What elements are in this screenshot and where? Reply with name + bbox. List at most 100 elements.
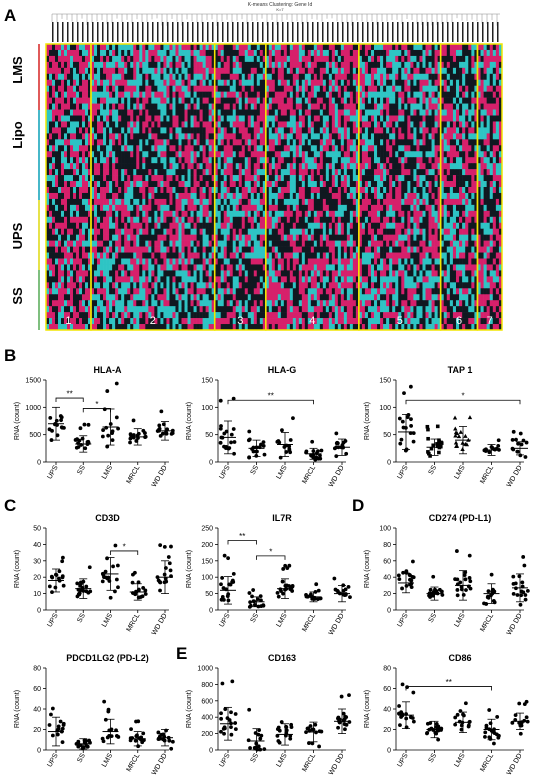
data-point	[462, 573, 467, 578]
y-tick-label: 40	[33, 542, 41, 549]
data-point	[163, 566, 168, 570]
y-tick-label: 150	[201, 378, 213, 385]
significance-bracket	[227, 540, 257, 545]
plot-hla-g: HLA-G RNA (count) 0 50 100 150 UPS SS LMS MRCL WD …	[186, 365, 350, 489]
data-point	[75, 437, 79, 442]
data-point	[487, 450, 492, 455]
data-point	[492, 741, 496, 746]
data-point	[427, 451, 431, 456]
data-point	[167, 561, 172, 566]
data-point	[259, 598, 263, 603]
plot-il7r: IL7R RNA (count) 0 50 100 150 200 250 UPS SS LMS MR…	[186, 513, 352, 637]
data-point	[276, 594, 281, 599]
data-point	[344, 722, 349, 727]
data-point	[520, 580, 525, 585]
data-point	[114, 381, 119, 386]
data-point	[220, 681, 225, 686]
data-point	[457, 719, 462, 724]
significance-label: *	[461, 392, 464, 401]
y-tick-label: 30	[33, 558, 41, 565]
data-point	[167, 738, 172, 743]
data-point	[439, 444, 443, 449]
data-point	[436, 737, 441, 742]
plot-title: CD86	[448, 653, 471, 663]
data-point	[278, 587, 283, 592]
x-tick-label: UPS	[396, 612, 409, 628]
data-point	[219, 716, 224, 721]
data-point	[252, 746, 257, 750]
data-point	[100, 434, 105, 439]
cluster-border-7	[476, 43, 503, 331]
data-point	[225, 716, 230, 721]
x-tick-label: MRCL	[125, 464, 141, 485]
data-point	[247, 591, 252, 595]
data-point	[128, 440, 132, 445]
y-tick-label: 0	[209, 748, 213, 755]
x-tick-label: SS	[76, 612, 87, 624]
x-tick-label: SS	[249, 752, 260, 764]
data-point	[346, 584, 351, 589]
data-point	[259, 733, 264, 738]
significance-label: *	[123, 542, 126, 551]
y-tick-label: 20	[383, 591, 391, 598]
data-point	[230, 679, 235, 684]
data-point	[310, 741, 315, 746]
x-tick-label: UPS	[396, 752, 409, 768]
x-tick-label: UPS	[396, 464, 409, 480]
y-tick-label: 60	[33, 686, 41, 693]
data-point	[319, 448, 324, 453]
data-point	[131, 572, 135, 577]
data-point	[247, 455, 252, 460]
data-point	[347, 693, 351, 698]
y-tick-label: 200	[201, 542, 213, 549]
plot-title: CD3D	[95, 513, 120, 523]
data-point	[275, 591, 280, 595]
data-point	[105, 556, 109, 561]
y-tick-label: 100	[201, 575, 213, 582]
data-point	[525, 589, 530, 593]
x-tick-label: WD DD	[151, 753, 169, 777]
data-point	[435, 424, 440, 429]
data-point	[523, 593, 528, 597]
data-point	[158, 543, 163, 548]
cluster-label-1: 1	[65, 315, 71, 327]
data-point	[315, 449, 320, 454]
data-point	[231, 571, 236, 576]
data-point	[140, 740, 145, 745]
y-tick-label: 250	[201, 526, 213, 533]
data-point	[484, 725, 489, 730]
data-point	[156, 578, 161, 583]
data-point	[453, 440, 459, 445]
data-point	[229, 732, 234, 737]
x-tick-label: SS	[76, 752, 87, 764]
data-point	[55, 732, 60, 737]
data-point	[229, 710, 233, 715]
heatmap-cells	[46, 44, 503, 331]
data-point	[426, 436, 430, 441]
data-point	[334, 431, 339, 436]
x-tick-label: SS	[249, 464, 260, 476]
data-point	[458, 429, 464, 434]
data-point	[84, 589, 89, 594]
data-point	[219, 424, 223, 428]
y-axis-label: RNA (count)	[186, 402, 193, 440]
plot-title: HLA-G	[268, 365, 297, 375]
data-point	[463, 577, 468, 582]
data-point	[83, 446, 88, 451]
data-point	[87, 738, 92, 743]
data-point	[165, 427, 170, 432]
significance-bracket	[256, 555, 286, 560]
significance-bracket	[405, 399, 521, 405]
x-tick-label: WD DD	[506, 753, 524, 777]
significance-label: **	[446, 678, 452, 687]
data-point	[516, 449, 520, 454]
data-point	[496, 438, 501, 443]
plot-cd163: CD163 RNA (count) 0 200 400 600 800 1000 UPS SS LM…	[186, 653, 352, 777]
data-point	[342, 717, 347, 722]
y-tick-label: 100	[201, 405, 213, 412]
data-point	[114, 577, 119, 582]
data-point	[428, 587, 433, 592]
row-label-ss: SS	[10, 287, 25, 305]
data-point	[61, 721, 66, 726]
